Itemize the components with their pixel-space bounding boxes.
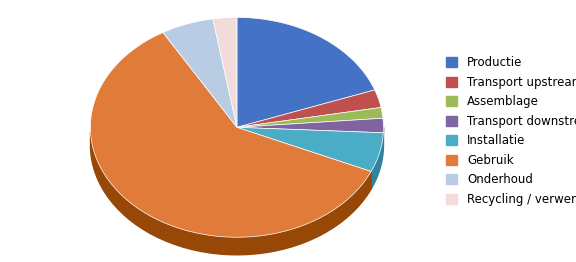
Polygon shape: [163, 19, 237, 127]
Polygon shape: [237, 90, 381, 127]
Legend: Productie, Transport upstream, Assemblage, Transport downstream, Installatie, Ge: Productie, Transport upstream, Assemblag…: [441, 52, 576, 210]
Polygon shape: [90, 132, 371, 255]
Polygon shape: [90, 32, 371, 237]
Polygon shape: [213, 18, 237, 127]
Polygon shape: [371, 133, 383, 189]
Polygon shape: [237, 18, 375, 127]
Polygon shape: [237, 118, 384, 133]
Polygon shape: [237, 127, 383, 172]
Polygon shape: [237, 107, 383, 127]
